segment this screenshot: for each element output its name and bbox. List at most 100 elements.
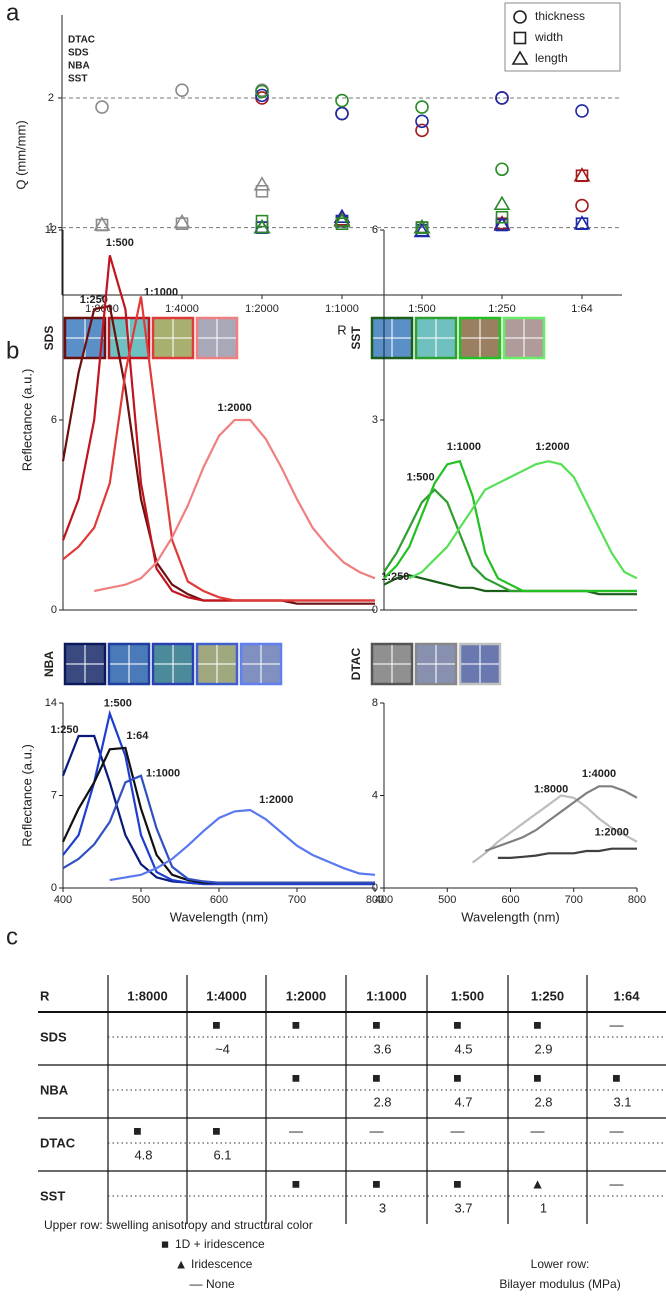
- x-tick-label: 400: [375, 894, 393, 906]
- table-header: 1:250: [531, 988, 564, 1003]
- y-tick-label: 6: [51, 414, 57, 426]
- x-tick-label: 800: [628, 894, 646, 906]
- table-header: 1:64: [613, 988, 640, 1003]
- y-tick-label: 0: [51, 604, 57, 616]
- modulus-value: 6.1: [213, 1147, 231, 1162]
- spectrum-line: [109, 808, 376, 882]
- anisotropy-symbol: —: [531, 1123, 545, 1139]
- anisotropy-symbol: ■: [292, 1017, 300, 1033]
- anisotropy-symbol: —: [610, 1017, 624, 1033]
- x-tick-label: 600: [501, 894, 519, 906]
- series-label: 1:64: [126, 730, 149, 742]
- chart-label: NBA: [42, 651, 56, 677]
- point: [255, 84, 269, 99]
- anisotropy-symbol: ■: [292, 1070, 300, 1086]
- note-label: None: [206, 1277, 235, 1291]
- y-tick-label: 12: [45, 224, 57, 236]
- point: [95, 100, 109, 114]
- point: [333, 208, 351, 224]
- chart-label: SST: [349, 326, 363, 350]
- x-axis-label: R: [337, 322, 346, 337]
- point: [335, 106, 349, 121]
- chart-label: SDS: [42, 326, 56, 351]
- anisotropy-symbol: ■: [453, 1017, 461, 1033]
- row-label: NBA: [40, 1082, 69, 1097]
- spectrum-line: [62, 296, 375, 602]
- modulus-value: 4.5: [454, 1041, 472, 1056]
- point: [333, 212, 351, 227]
- anisotropy-symbol: ■: [212, 1123, 220, 1139]
- point: [415, 114, 429, 129]
- series-label: 1:500: [407, 472, 435, 484]
- point: [575, 104, 589, 118]
- table-header: R: [40, 988, 50, 1003]
- point: [415, 123, 429, 138]
- note-symbol: —: [190, 1276, 203, 1291]
- spectrum-line: [497, 847, 637, 859]
- anisotropy-symbol: ■: [453, 1176, 461, 1192]
- table-header: 1:2000: [286, 988, 326, 1003]
- note-title: Lower row:: [531, 1257, 590, 1271]
- point: [413, 222, 431, 238]
- y-tick-label: 4: [372, 789, 378, 801]
- anisotropy-symbol: ▲: [531, 1176, 545, 1192]
- anisotropy-symbol: ■: [533, 1017, 541, 1033]
- point: [253, 219, 271, 234]
- series-label: 1:2000: [217, 402, 251, 414]
- y-tick-label: 2: [48, 92, 54, 104]
- legend-entry: length: [535, 51, 568, 65]
- anisotropy-symbol: ■: [292, 1176, 300, 1192]
- note-symbol: ▲: [175, 1256, 188, 1271]
- x-axis-label: Wavelength (nm): [170, 909, 269, 924]
- modulus-value: 2.8: [534, 1094, 552, 1109]
- panel-label: a: [6, 0, 20, 26]
- modulus-value: 4.8: [134, 1147, 152, 1162]
- table-header: 1:4000: [206, 988, 246, 1003]
- spectrum-line: [93, 418, 376, 593]
- legend-entry: thickness: [535, 9, 585, 23]
- series-label: 1:2000: [595, 827, 629, 839]
- series-label: 1:4000: [582, 768, 616, 780]
- point: [175, 83, 189, 97]
- table-header: 1:1000: [366, 988, 406, 1003]
- point: [573, 215, 591, 230]
- point: [495, 91, 509, 105]
- anisotropy-symbol: —: [610, 1123, 624, 1139]
- anisotropy-symbol: —: [610, 1176, 624, 1192]
- spectrum-line: [62, 774, 375, 884]
- x-tick-label: 1:2000: [245, 303, 279, 315]
- y-tick-label: 0: [372, 604, 378, 616]
- spectrum-line: [471, 794, 638, 864]
- y-tick-label: 3: [372, 414, 378, 426]
- anisotropy-symbol: ■: [133, 1123, 141, 1139]
- legend-marker: [513, 10, 527, 24]
- point: [335, 93, 349, 108]
- legend-entry: SDS: [68, 48, 89, 59]
- anisotropy-symbol: —: [370, 1123, 384, 1139]
- x-tick-label: 700: [565, 894, 583, 906]
- y-axis-label: Reflectance (a.u.): [19, 369, 34, 472]
- point: [413, 219, 431, 234]
- modulus-value: 4.7: [454, 1094, 472, 1109]
- anisotropy-symbol: ■: [612, 1070, 620, 1086]
- series-label: 1:250: [51, 724, 79, 736]
- point: [493, 216, 511, 231]
- y-tick-label: 0: [372, 882, 378, 894]
- note-label: 1D + iridescence: [175, 1237, 265, 1251]
- spectrum-line: [62, 709, 375, 886]
- anisotropy-symbol: ■: [372, 1070, 380, 1086]
- series-label: 1:2000: [535, 441, 569, 453]
- modulus-value: 2.8: [373, 1094, 391, 1109]
- legend-marker: [511, 50, 529, 65]
- x-tick-label: 1:250: [488, 303, 516, 315]
- chart-label: DTAC: [349, 647, 363, 680]
- y-axis-label: Reflectance (a.u.): [19, 744, 34, 847]
- row-label: SDS: [40, 1029, 67, 1044]
- note-symbol: ■: [161, 1236, 169, 1251]
- spectrum-line: [383, 459, 637, 593]
- spectrum-line: [383, 488, 637, 593]
- point: [255, 184, 269, 198]
- point: [415, 100, 429, 114]
- x-tick-label: 1:1000: [325, 303, 359, 315]
